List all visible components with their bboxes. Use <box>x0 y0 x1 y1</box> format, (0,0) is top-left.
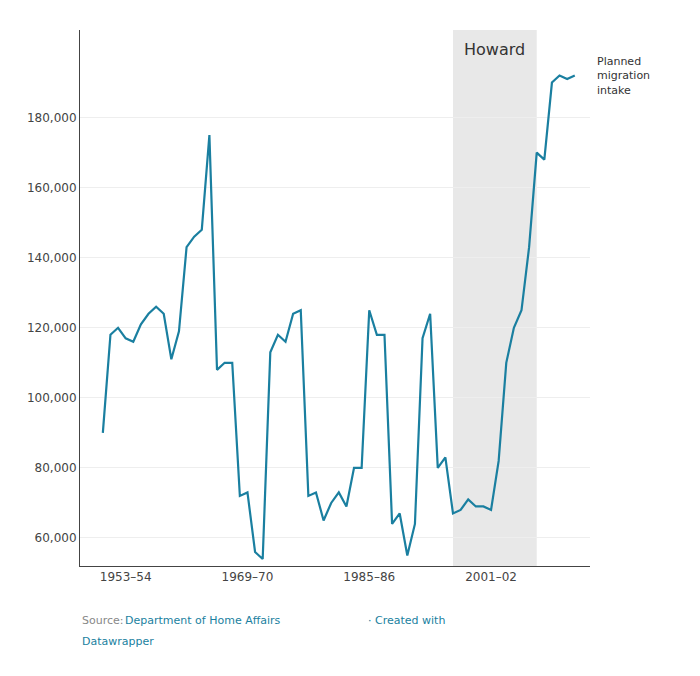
svg-text:· Created with: · Created with <box>368 614 445 627</box>
svg-text:Source:: Source: <box>82 614 127 627</box>
svg-text:100,000: 100,000 <box>27 391 77 405</box>
svg-text:Howard: Howard <box>464 40 525 59</box>
svg-text:Plannedmigrationintake: Plannedmigrationintake <box>597 55 650 97</box>
svg-text:180,000: 180,000 <box>27 111 77 125</box>
svg-text:1969–70: 1969–70 <box>222 570 274 584</box>
svg-text:1985–86: 1985–86 <box>343 570 395 584</box>
svg-text:60,000: 60,000 <box>35 531 77 545</box>
svg-text:Department of Home Affairs: Department of Home Affairs <box>125 614 281 627</box>
svg-text:1953–54: 1953–54 <box>100 570 152 584</box>
svg-text:Datawrapper: Datawrapper <box>82 635 154 648</box>
svg-text:80,000: 80,000 <box>35 461 77 475</box>
svg-text:140,000: 140,000 <box>27 251 77 265</box>
svg-text:160,000: 160,000 <box>27 181 77 195</box>
svg-text:2001–02: 2001–02 <box>465 570 517 584</box>
svg-text:120,000: 120,000 <box>27 321 77 335</box>
